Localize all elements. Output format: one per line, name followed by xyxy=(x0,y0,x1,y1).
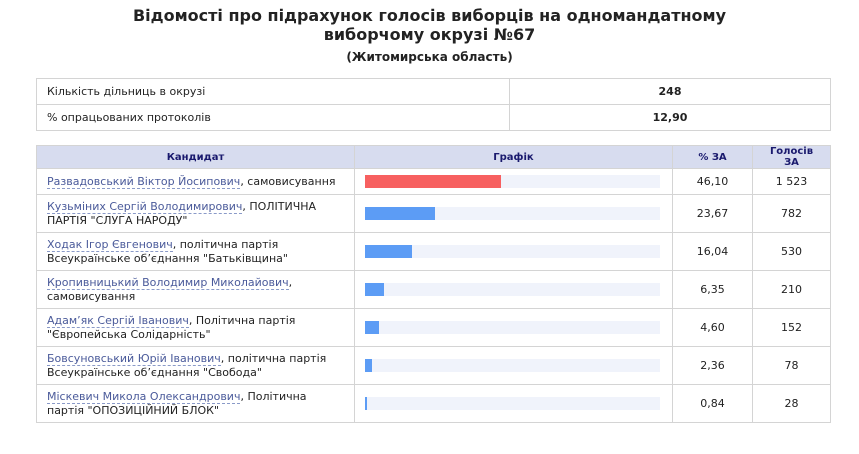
table-row: Кузьміних Сергій Володимирович, ПОЛІТИЧН… xyxy=(36,194,831,233)
title-line-2: виборчому окрузі №67 xyxy=(323,25,536,44)
bar-track xyxy=(365,175,660,188)
summary-row: % опрацьованих протоколів 12,90 xyxy=(36,104,831,131)
pct-cell: 23,67 xyxy=(672,194,753,233)
graph-cell xyxy=(354,194,673,233)
votes-cell: 78 xyxy=(752,346,831,385)
candidate-name-link[interactable]: Міскевич Микола Олександрович xyxy=(47,389,241,404)
header-candidate: Кандидат xyxy=(36,145,355,169)
vote-bar xyxy=(365,245,413,258)
bar-track xyxy=(365,207,660,220)
candidate-name-link[interactable]: Адам’як Сергій Іванович xyxy=(47,313,189,328)
candidate-cell: Кузьміних Сергій Володимирович, ПОЛІТИЧН… xyxy=(36,194,355,233)
graph-cell xyxy=(354,384,673,423)
page-title: Відомості про підрахунок голосів виборці… xyxy=(0,6,859,44)
candidate-party: , самовисування xyxy=(47,275,293,303)
summary-label: Кількість дільниць в окрузі xyxy=(36,78,510,105)
bar-track xyxy=(365,245,660,258)
candidate-cell: Адам’як Сергій Іванович, Політична парті… xyxy=(36,308,355,347)
header-votes: Голосів ЗА xyxy=(752,145,831,169)
graph-cell xyxy=(354,308,673,347)
votes-cell: 782 xyxy=(752,194,831,233)
pct-cell: 6,35 xyxy=(672,270,753,309)
title-line-1: Відомості про підрахунок голосів виборці… xyxy=(132,6,727,25)
graph-cell xyxy=(354,232,673,271)
table-row: Міскевич Микола Олександрович, Політична… xyxy=(36,384,831,423)
candidate-party: , ПОЛІТИЧНА ПАРТІЯ "СЛУГА НАРОДУ" xyxy=(47,199,317,227)
votes-cell: 1 523 xyxy=(752,168,831,195)
votes-cell: 28 xyxy=(752,384,831,423)
candidate-name-link[interactable]: Кропивницький Володимир Миколайович xyxy=(47,275,289,290)
votes-cell: 210 xyxy=(752,270,831,309)
bar-track xyxy=(365,321,660,334)
candidate-cell: Бовсуновський Юрій Іванович, політична п… xyxy=(36,346,355,385)
graph-cell xyxy=(354,168,673,195)
candidate-name-link[interactable]: Ходак Ігор Євгенович xyxy=(47,237,173,252)
vote-bar xyxy=(365,321,379,334)
candidate-cell: Развадовський Віктор Йосипович, самовису… xyxy=(36,168,355,195)
pct-cell: 16,04 xyxy=(672,232,753,271)
vote-bar xyxy=(365,175,501,188)
bar-track xyxy=(365,359,660,372)
results-table: Кандидат Графік % ЗА Голосів ЗА Развадов… xyxy=(36,145,831,423)
candidate-cell: Ходак Ігор Євгенович, політична партія В… xyxy=(36,232,355,271)
candidate-party: , самовисування xyxy=(240,174,336,188)
candidate-cell: Кропивницький Володимир Миколайович, сам… xyxy=(36,270,355,309)
candidate-party: , політична партія Всеукраїнське об’єдна… xyxy=(47,237,288,265)
candidate-party: , політична партія Всеукраїнське об’єдна… xyxy=(47,351,327,379)
pct-cell: 0,84 xyxy=(672,384,753,423)
vote-bar xyxy=(365,359,372,372)
region-subtitle: (Житомирська область) xyxy=(346,50,513,64)
table-row: Адам’як Сергій Іванович, Політична парті… xyxy=(36,308,831,347)
graph-cell xyxy=(354,346,673,385)
table-row: Бовсуновський Юрій Іванович, політична п… xyxy=(36,346,831,385)
candidate-party: , Політична партія "ОПОЗИЦІЙНИЙ БЛОК" xyxy=(47,389,307,417)
header-row: Кандидат Графік % ЗА Голосів ЗА xyxy=(36,145,831,169)
vote-bar xyxy=(365,207,435,220)
candidate-party: , Політична партія "Європейська Солідарн… xyxy=(47,313,296,341)
graph-cell xyxy=(354,270,673,309)
bar-track xyxy=(365,397,660,410)
summary-value: 248 xyxy=(509,78,831,105)
table-row: Развадовський Віктор Йосипович, самовису… xyxy=(36,168,831,195)
pct-cell: 4,60 xyxy=(672,308,753,347)
summary-row: Кількість дільниць в окрузі 248 xyxy=(36,78,831,105)
candidate-cell: Міскевич Микола Олександрович, Політична… xyxy=(36,384,355,423)
candidate-name-link[interactable]: Бовсуновський Юрій Іванович xyxy=(47,351,221,366)
vote-bar xyxy=(365,283,384,296)
header-pct: % ЗА xyxy=(672,145,753,169)
candidate-name-link[interactable]: Развадовський Віктор Йосипович xyxy=(47,174,241,189)
summary-table: Кількість дільниць в окрузі 248 % опраць… xyxy=(36,78,831,131)
table-row: Кропивницький Володимир Миколайович, сам… xyxy=(36,270,831,309)
votes-cell: 152 xyxy=(752,308,831,347)
header-graph: Графік xyxy=(354,145,673,169)
candidate-name-link[interactable]: Кузьміних Сергій Володимирович xyxy=(47,199,243,214)
table-row: Ходак Ігор Євгенович, політична партія В… xyxy=(36,232,831,271)
bar-track xyxy=(365,283,660,296)
summary-label: % опрацьованих протоколів xyxy=(36,104,510,131)
summary-value: 12,90 xyxy=(509,104,831,131)
pct-cell: 46,10 xyxy=(672,168,753,195)
votes-cell: 530 xyxy=(752,232,831,271)
pct-cell: 2,36 xyxy=(672,346,753,385)
vote-bar xyxy=(365,397,368,410)
